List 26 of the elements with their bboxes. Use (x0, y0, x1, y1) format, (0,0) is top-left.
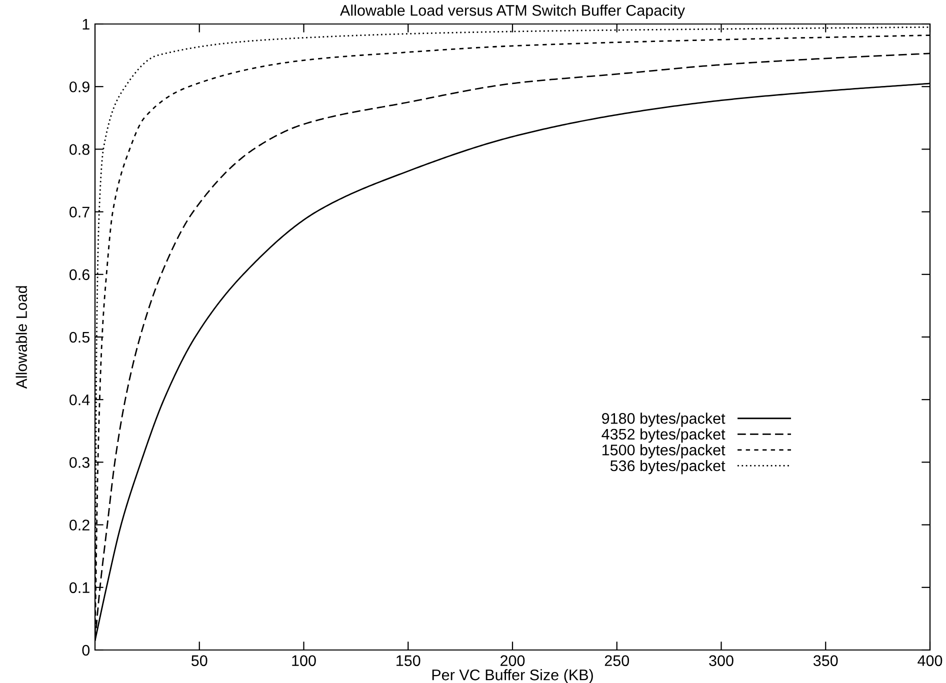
legend-label: 1500 bytes/packet (602, 444, 726, 458)
x-tick-label: 250 (604, 655, 630, 666)
y-tick-label: 1 (82, 19, 90, 30)
x-tick-label: 300 (709, 655, 734, 666)
chart-title: Allowable Load versus ATM Switch Buffer Capacity (340, 4, 686, 19)
y-tick-label: 0.3 (70, 457, 90, 468)
legend-label: 9180 bytes/packet (602, 412, 726, 427)
legend-label: 536 bytes/packet (610, 460, 726, 474)
y-tick-label: 0.1 (70, 582, 90, 594)
y-tick-label: 0.2 (70, 520, 90, 530)
x-tick-label: 200 (500, 655, 525, 666)
x-tick-label: 100 (292, 655, 316, 666)
y-tick-label: 0.6 (70, 269, 90, 280)
y-tick-label: 0.5 (70, 332, 90, 343)
y-tick-label: 0.9 (70, 81, 90, 92)
x-tick-label: 150 (396, 655, 420, 666)
y-tick-label: 0 (82, 644, 90, 656)
y-tick-label: 0.8 (70, 144, 90, 155)
x-tick-label: 400 (918, 655, 942, 666)
y-tick-label: 0.7 (70, 206, 90, 218)
x-axis-title: Per VC Buffer Size (KB) (432, 669, 593, 683)
legend-label: 4352 bytes/packet (602, 428, 726, 443)
y-tick-label: 0.4 (70, 394, 90, 406)
y-axis-title: Allowable Load (16, 286, 27, 389)
x-tick-label: 50 (191, 655, 208, 666)
x-tick-label: 350 (813, 655, 838, 666)
